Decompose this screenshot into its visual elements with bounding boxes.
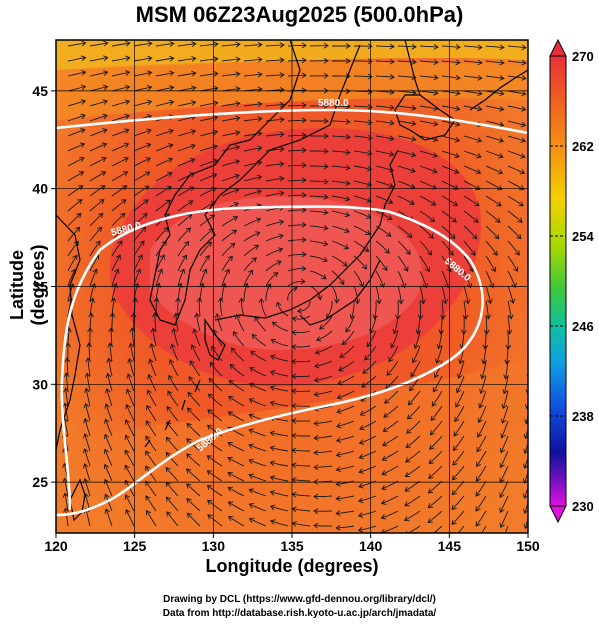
lat-lon-grid: [56, 40, 528, 533]
y-tick-label: 45: [32, 83, 48, 99]
y-tick-label: 35: [32, 279, 48, 295]
x-tick-label: 145: [438, 538, 462, 554]
x-axis-label: Longitude (degrees): [205, 556, 379, 576]
x-tick-label: 120: [44, 538, 68, 554]
colorbar: 270 262 254 246 238 230: [549, 38, 594, 524]
y-axis-ticks: 25 30 35 40 45: [32, 83, 56, 490]
contour-label-1: 5880.0: [318, 98, 349, 109]
colorbar-bottom-arrow: [549, 505, 567, 524]
colorbar-label: 254: [572, 229, 594, 244]
colorbar-label: 230: [572, 499, 594, 514]
colorbar-label: 246: [572, 319, 594, 334]
contour-5880: [56, 108, 528, 517]
wind-streamlines: [62, 40, 528, 533]
y-tick-label: 25: [32, 474, 48, 490]
x-tick-label: 150: [516, 538, 540, 554]
colorbar-gradient: [549, 55, 567, 507]
x-tick-label: 130: [202, 538, 226, 554]
streamline-set: [62, 40, 528, 533]
colorbar-label: 270: [572, 49, 594, 64]
colorbar-label: 262: [572, 139, 594, 154]
colorbar-label: 238: [572, 409, 594, 424]
colorbar-top-arrow: [549, 38, 567, 57]
credit-drawing: Drawing by DCL (https://www.gfd-dennou.o…: [163, 594, 436, 605]
credit-data: Data from http://database.rish.kyoto-u.a…: [162, 608, 437, 619]
x-tick-label: 140: [359, 538, 383, 554]
chart-title: MSM 06Z23Aug2025 (500.0hPa): [135, 2, 464, 27]
x-tick-label: 135: [280, 538, 304, 554]
y-tick-label: 40: [32, 181, 48, 197]
x-tick-label: 125: [123, 538, 147, 554]
x-axis-ticks: 120 125 130 135 140 145 150: [44, 533, 540, 554]
y-tick-label: 30: [32, 376, 48, 392]
y-axis-label: Latitude (degrees): [7, 244, 48, 326]
